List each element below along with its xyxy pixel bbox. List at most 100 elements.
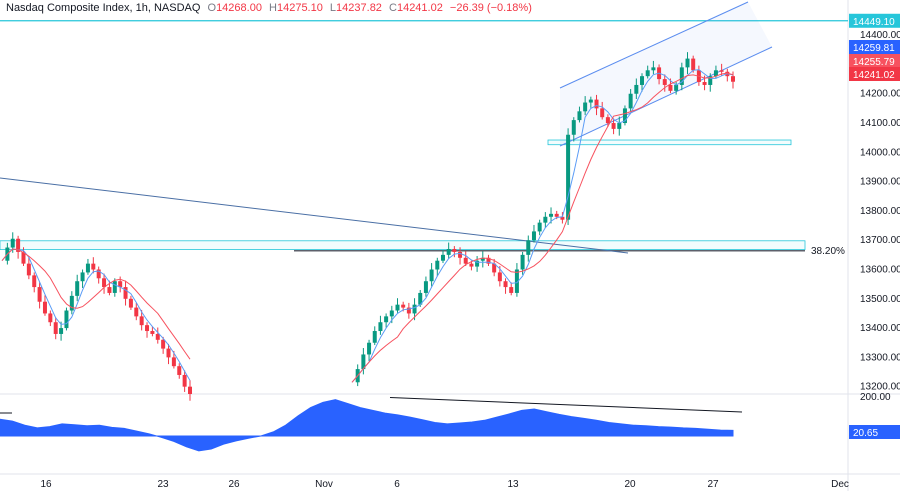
candle-oct-body	[26, 263, 31, 276]
candle-nov-body	[634, 84, 639, 94]
candle-oct-body	[21, 251, 26, 264]
candle-nov-body	[617, 123, 622, 129]
candle-nov-body	[406, 307, 411, 314]
price-tag-label: 14259.81	[853, 43, 895, 54]
candle-oct-body	[42, 301, 47, 314]
y-tick-label: 14400.00	[860, 30, 900, 41]
candle-nov-body	[463, 257, 468, 264]
candle-nov-body	[645, 70, 650, 77]
candle-nov-body	[384, 316, 389, 323]
price-tag-last	[849, 67, 900, 81]
candle-oct-body	[48, 313, 53, 323]
candle-oct-body	[177, 366, 182, 375]
price-tag-ma_fast	[849, 40, 900, 54]
candle-nov-body	[367, 342, 372, 355]
candle-nov-body	[378, 322, 383, 332]
candle-nov-body	[566, 134, 571, 220]
symbol-title: Nasdaq Composite Index, 1h, NASDAQ	[6, 2, 201, 14]
candle-nov-body	[731, 76, 735, 82]
candle-nov-body	[549, 213, 554, 217]
y-tick-label: 13400.00	[860, 323, 900, 334]
candle-oct-body	[128, 298, 133, 308]
candle-nov-body	[429, 269, 434, 282]
candle-oct-body	[91, 263, 96, 270]
candle-oct-body	[150, 331, 155, 334]
close-value: 14241.02	[396, 2, 443, 14]
candle-oct-body	[188, 386, 192, 394]
x-tick-label: 16	[40, 479, 52, 490]
fib-label: 38.20%	[811, 246, 845, 257]
price-tag-ma_slow	[849, 54, 900, 68]
candle-nov-body	[600, 108, 605, 118]
candle-oct-body	[107, 287, 112, 293]
descending-trendline	[0, 177, 629, 254]
oscillator-axis-label: 200.00	[860, 392, 891, 403]
candle-nov-body	[497, 272, 502, 282]
price-tag-label: 14255.79	[853, 57, 895, 68]
candle-nov-body	[361, 354, 366, 370]
candle-oct-body	[59, 328, 64, 334]
open-value: 14268.00	[216, 2, 262, 14]
candle-nov-body	[719, 70, 724, 72]
candle-nov-body	[622, 108, 627, 124]
candle-oct-body	[161, 339, 166, 349]
candle-nov-body	[520, 254, 525, 270]
candle-oct-body	[166, 348, 171, 358]
candle-nov-body	[452, 248, 457, 252]
oscillator-value-label: 20.65	[853, 428, 878, 439]
channel-fill	[560, 2, 772, 146]
candle-nov-body	[554, 213, 559, 217]
candle-nov-body	[418, 292, 423, 305]
channel-upper-line	[559, 1, 749, 89]
candle-nov-body	[537, 222, 542, 232]
candle-oct-body	[112, 281, 117, 293]
candle-nov-body	[611, 123, 616, 129]
candle-nov-body	[503, 281, 508, 288]
candle-nov-body	[469, 263, 474, 267]
candle-nov-body	[577, 111, 582, 121]
candle-oct-body	[139, 316, 144, 326]
candle-nov-body	[571, 120, 576, 135]
y-tick-label: 13500.00	[860, 294, 900, 305]
candle-nov-body	[668, 84, 673, 91]
candle-oct-body	[80, 272, 85, 282]
candle-oct-body	[123, 287, 128, 299]
candle-nov-body	[423, 281, 428, 293]
candle-nov-body	[412, 304, 417, 314]
breakout-zone	[547, 139, 792, 146]
price-tag-label: 14241.02	[853, 70, 895, 81]
candle-nov-body	[486, 257, 491, 264]
candle-oct-body	[37, 287, 42, 302]
high-value: 14275.10	[276, 2, 323, 14]
candle-nov-body	[583, 102, 588, 112]
candle-nov-body	[594, 99, 599, 109]
candle-nov-body	[702, 82, 707, 85]
x-tick-label: Dec	[831, 479, 849, 490]
chart-header: Nasdaq Composite Index, 1h, NASDAQ O1426…	[6, 2, 536, 14]
candle-oct-body	[182, 374, 187, 387]
candle-nov-body	[401, 304, 406, 308]
x-tick-label: 23	[157, 479, 169, 490]
candle-nov-body	[674, 84, 679, 91]
candle-nov-body	[395, 304, 400, 311]
price-tag-label: 14449.10	[853, 17, 895, 28]
candle-nov-body	[435, 260, 440, 270]
candle-nov-body	[679, 67, 684, 85]
x-tick-label: 27	[707, 479, 719, 490]
ma-slow-line-oct	[1, 248, 191, 360]
candle-oct-body	[64, 310, 69, 329]
y-tick-label: 13200.00	[860, 382, 900, 393]
low-label: L	[329, 2, 337, 14]
candle-nov-body	[389, 310, 394, 317]
high-label: H	[269, 2, 277, 14]
candle-nov-body	[662, 79, 667, 85]
candle-oct-body	[16, 238, 21, 252]
candle-oct-body	[171, 357, 176, 367]
y-tick-label: 14000.00	[860, 147, 900, 158]
candle-nov-body	[628, 93, 633, 109]
candle-nov-body	[685, 58, 690, 68]
oscillator-area	[0, 399, 734, 452]
ma-fast-line-oct	[1, 248, 191, 381]
